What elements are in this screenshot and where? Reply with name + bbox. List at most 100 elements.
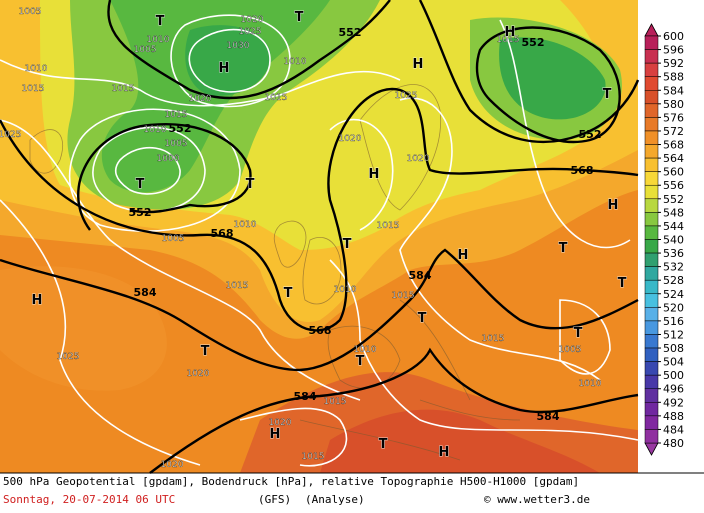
colorbar-tick-label: 524	[663, 288, 684, 301]
pressure-center-marker: T	[356, 354, 365, 369]
pressure-label: 1010	[234, 220, 257, 230]
pressure-label: 1015	[226, 281, 249, 291]
fill-584	[320, 409, 600, 473]
colorbar-tick-label: 532	[663, 261, 684, 274]
caption-model: (GFS)	[258, 493, 291, 506]
pressure-label: 1015	[324, 397, 347, 407]
colorbar-tick-label: 488	[663, 410, 684, 423]
pressure-label: 1010	[334, 285, 357, 295]
pressure-center-marker: H	[369, 167, 380, 182]
geopotential-label: 584	[134, 286, 157, 299]
fill-576	[0, 266, 167, 391]
colorbar-tick-label: 480	[663, 437, 684, 450]
geopotential-label: 584	[294, 390, 317, 403]
colorbar-swatch	[644, 157, 659, 172]
pressure-center-marker: T	[618, 276, 627, 291]
colorbar-tick-label: 576	[663, 111, 684, 124]
pressure-center-marker: T	[156, 14, 165, 29]
colorbar-tick-label: 528	[663, 274, 684, 287]
geopotential-label: 552	[129, 206, 152, 219]
pressure-label: 1010	[25, 64, 48, 74]
geopotential-label: 584	[409, 269, 432, 282]
geopotential-label: 552	[339, 26, 362, 39]
pressure-center-marker: T	[295, 10, 304, 25]
pressure-label: 1005	[134, 45, 157, 55]
colorbar-tick-label: 584	[663, 84, 684, 97]
colorbar-tick-label: 500	[663, 369, 684, 382]
colorbar-swatch	[644, 402, 659, 417]
fill-540	[185, 25, 271, 96]
pressure-center-marker: H	[219, 61, 230, 76]
pressure-label: 1005	[162, 234, 185, 244]
colorbar-tick-label: 556	[663, 179, 684, 192]
colorbar-swatch	[644, 212, 659, 227]
pressure-label: 1005	[165, 139, 188, 149]
pressure-label: 1015	[392, 291, 415, 301]
colorbar-tick-label: 580	[663, 98, 684, 111]
colorbar-swatch	[644, 252, 659, 267]
colorbar-tick-label: 520	[663, 301, 684, 314]
pressure-center-marker: T	[574, 326, 583, 341]
pressure-center-marker: H	[505, 25, 516, 40]
colorbar-tick-label: 508	[663, 342, 684, 355]
pressure-label: 1020	[407, 154, 430, 164]
pressure-center-marker: T	[284, 286, 293, 301]
colorbar-swatch	[644, 374, 659, 389]
colorbar-tick-label: 600	[663, 30, 684, 43]
pressure-center-marker: H	[413, 57, 424, 72]
colorbar-swatch	[644, 171, 659, 186]
pressure-label: 1010	[579, 379, 602, 389]
pressure-label: 1010	[144, 125, 167, 135]
colorbar-tick-label: 592	[663, 57, 684, 70]
pressure-label: 1015	[265, 93, 288, 103]
geopotential-label: 552	[169, 122, 192, 135]
colorbar-swatch	[644, 307, 659, 322]
pressure-center-marker: T	[201, 344, 210, 359]
colorbar-swatch	[644, 361, 659, 376]
caption-copyright: © www.wetter3.de	[484, 493, 590, 506]
pressure-label: 1025	[395, 91, 418, 101]
pressure-center-marker: T	[343, 237, 352, 252]
isobars	[0, 14, 639, 467]
colorbar-swatch	[644, 144, 659, 159]
colorbar-swatch	[644, 334, 659, 349]
pressure-label: 1030	[227, 41, 250, 51]
colorbar-swatch	[644, 279, 659, 295]
colorbar-swatch	[644, 239, 659, 254]
map-area	[0, 0, 640, 474]
geopotential-label: 584	[537, 410, 560, 423]
colorbar: 6005965925885845805765725685645605565525…	[644, 23, 684, 456]
colorbar-swatch	[644, 117, 659, 132]
pressure-label: 1025	[0, 130, 21, 140]
colorbar-tick-label: 540	[663, 234, 684, 247]
caption: 500 hPa Geopotential [gpdam], Bodendruck…	[0, 472, 704, 506]
colorbar-swatch	[644, 320, 659, 335]
pressure-label: 1025	[57, 352, 80, 362]
pressure-label: 1015	[497, 35, 520, 45]
pressure-label: 1020	[269, 418, 292, 428]
fill-540-east	[499, 37, 606, 120]
colorbar-swatch	[644, 388, 659, 403]
colorbar-tick-label: 516	[663, 315, 684, 328]
pressure-center-marker: H	[270, 427, 281, 442]
colorbar-tick-label: 512	[663, 328, 684, 341]
pressure-center-marker: H	[439, 445, 450, 460]
pressure-label: 1005	[559, 345, 582, 355]
colorbar-tick-label: 544	[663, 220, 684, 233]
pressure-center-marker: T	[379, 437, 388, 452]
pressure-center-marker: H	[32, 293, 43, 308]
colorbar-swatch	[644, 415, 659, 430]
pressure-center-marker: H	[608, 198, 619, 213]
colorbar-tick-label: 504	[663, 356, 684, 369]
pressure-label: 1010	[147, 35, 170, 45]
colorbar-swatch	[644, 103, 659, 118]
pressure-label: 1010	[284, 57, 307, 67]
pressure-center-marker: T	[136, 177, 145, 192]
pressure-center-marker: T	[418, 311, 427, 326]
colorbar-tick-label: 492	[663, 396, 684, 409]
coastlines	[29, 84, 521, 461]
colorbar-swatch	[644, 198, 659, 213]
geopotential-label: 568	[211, 227, 234, 240]
colorbar-swatch	[644, 184, 659, 200]
colorbar-tick-label: 496	[663, 383, 684, 396]
